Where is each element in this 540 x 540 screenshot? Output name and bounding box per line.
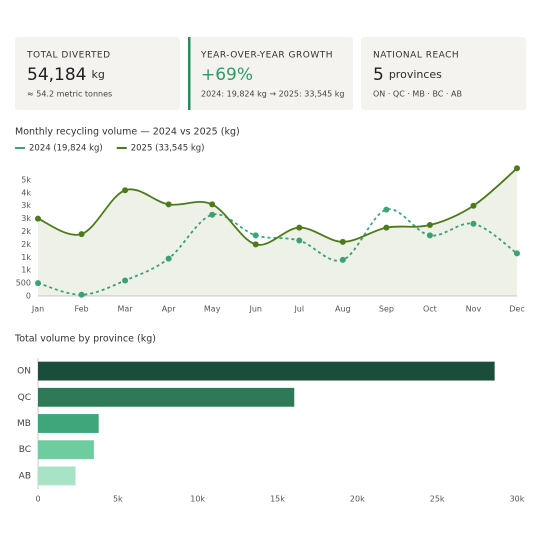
point [426, 232, 433, 239]
x-tick-label: 25k [430, 495, 445, 504]
point [339, 238, 346, 245]
x-tick-label: Dec [509, 305, 524, 314]
chart-title: Monthly recycling volume — 2024 vs 2025 … [15, 127, 240, 138]
x-tick-label: May [204, 305, 221, 314]
card-value: 5 provinces [373, 65, 442, 85]
point [426, 222, 433, 229]
y-tick-label: 5k [21, 175, 31, 184]
point [209, 201, 216, 208]
point [296, 224, 303, 231]
point [470, 220, 477, 227]
y-tick-label: BC [19, 445, 31, 455]
unit: kg [91, 68, 104, 81]
y-tick-label: 3k [21, 214, 31, 223]
y-tick-label: 2k [21, 240, 31, 249]
point [165, 255, 172, 262]
x-tick-label: Jun [248, 305, 262, 314]
point [296, 237, 303, 244]
point [252, 232, 259, 239]
point [470, 202, 477, 209]
point [209, 211, 216, 218]
bar [38, 466, 76, 486]
x-tick-label: 0 [35, 495, 40, 504]
x-tick-label: Aug [335, 305, 351, 314]
y-tick-label: AB [19, 471, 31, 481]
bar [38, 440, 94, 460]
x-tick-label: Nov [466, 305, 482, 314]
y-tick-label: 2k [21, 227, 31, 236]
y-tick-label: 3k [21, 201, 31, 210]
card-note: ≈ 54.2 metric tonnes [27, 90, 112, 99]
point [165, 201, 172, 208]
point [514, 165, 520, 172]
y-tick-label: 500 [16, 279, 31, 288]
point [383, 206, 390, 213]
y-tick-label: 0 [26, 292, 31, 301]
y-tick-label: QC [18, 393, 31, 403]
x-tick-label: 15k [270, 495, 285, 504]
card [188, 37, 353, 110]
x-tick-label: Sep [379, 305, 394, 314]
point [122, 277, 129, 284]
legend-label: 2024 (19,824 kg) [29, 144, 103, 154]
point [122, 187, 129, 194]
point [35, 280, 41, 287]
legend-label: 2025 (33,545 kg) [131, 144, 205, 154]
bar [38, 361, 495, 381]
x-tick-label: Feb [74, 305, 88, 314]
card-accent [188, 37, 191, 110]
x-tick-label: Oct [423, 305, 437, 314]
bar [38, 414, 99, 433]
y-tick-label: 1k [21, 266, 31, 275]
card-note: 2024: 19,824 kg → 2025: 33,545 kg [201, 90, 344, 99]
card-label: NATIONAL REACH [373, 51, 459, 61]
card [361, 37, 526, 110]
card-value: 54,184 kg [27, 65, 105, 85]
y-tick-label: MB [17, 419, 31, 429]
unit: provinces [389, 68, 442, 81]
point [78, 231, 85, 238]
value: 5 [373, 65, 384, 85]
point [35, 215, 41, 222]
y-tick-label: ON [17, 367, 31, 377]
y-tick-label: 4k [21, 188, 31, 197]
x-tick-label: 5k [113, 495, 123, 504]
point [514, 250, 520, 257]
chart-title: Total volume by province (kg) [14, 334, 156, 345]
x-tick-label: Mar [118, 305, 134, 314]
card-label: TOTAL DIVERTED [26, 51, 111, 61]
bar [38, 387, 295, 407]
x-tick-label: Apr [162, 305, 177, 314]
x-tick-label: 30k [510, 495, 525, 504]
x-tick-label: Jul [293, 305, 304, 314]
card [15, 37, 180, 110]
card-note: ON · QC · MB · BC · AB [373, 90, 462, 99]
point [383, 224, 390, 231]
card-value: +69% [201, 65, 253, 85]
card-label: YEAR-OVER-YEAR GROWTH [200, 51, 333, 61]
y-tick-label: 1k [21, 253, 31, 262]
x-tick-label: Jan [31, 305, 44, 314]
x-tick-label: 10k [190, 495, 205, 504]
point [252, 241, 259, 248]
point [339, 256, 346, 263]
area [38, 168, 517, 296]
x-tick-label: 20k [350, 495, 365, 504]
point [78, 291, 85, 298]
value: 54,184 [27, 65, 86, 85]
